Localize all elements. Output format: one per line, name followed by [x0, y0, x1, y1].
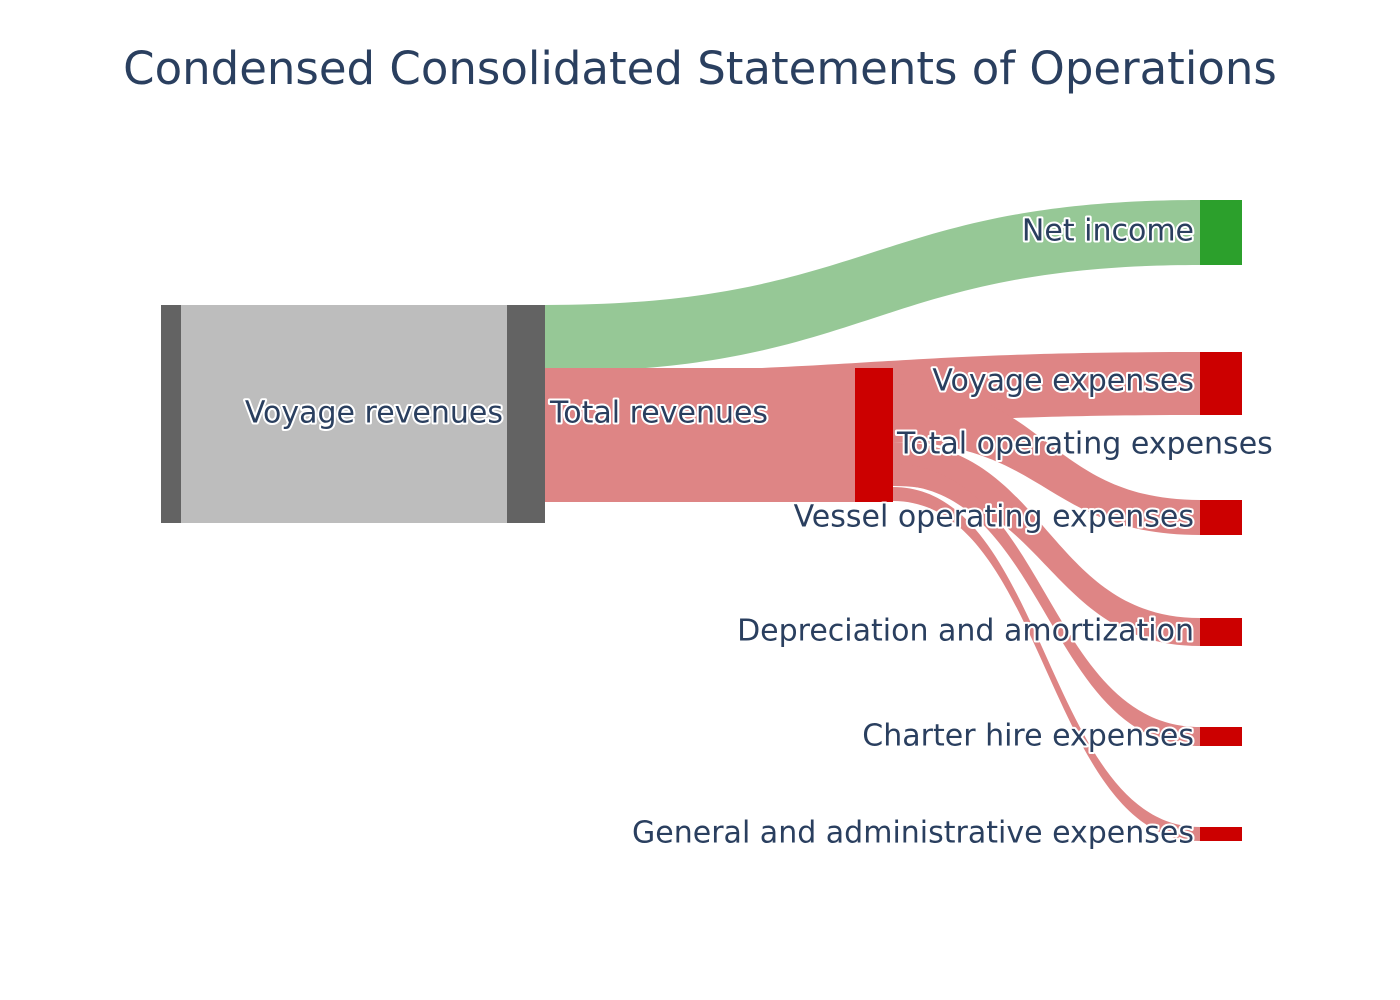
sankey-node-charter_hire_expenses[interactable] — [1200, 727, 1242, 746]
sankey-node-vessel_operating_expenses[interactable] — [1200, 500, 1242, 535]
sankey-node-label-total_operating_expenses: Total operating expenses — [896, 427, 1273, 462]
sankey-node-label-voyage_expenses: Voyage expenses — [932, 364, 1194, 399]
sankey-node-label-vessel_operating_expenses: Vessel operating expenses — [794, 500, 1194, 535]
sankey-node-net_income[interactable] — [1200, 200, 1242, 265]
sankey-node-total_operating_expenses[interactable] — [855, 368, 893, 502]
sankey-link-total_revenues-to-total_operating_expenses[interactable] — [545, 368, 855, 502]
sankey-node-label-voyage_revenues: Voyage revenues — [245, 396, 503, 431]
sankey-node-label-charter_hire_expenses: Charter hire expenses — [862, 719, 1194, 754]
sankey-link-voyage_revenues-to-total_revenues[interactable] — [181, 305, 507, 523]
sankey-node-label-depreciation_and_amortization: Depreciation and amortization — [737, 614, 1194, 649]
sankey-link-total_operating_expenses-to-vessel_operating_expenses[interactable] — [893, 384, 1200, 535]
sankey-node-label-general_and_administrative_expenses: General and administrative expenses — [632, 816, 1194, 851]
sankey-nodes-layer — [161, 200, 1242, 841]
page-title: Condensed Consolidated Statements of Ope… — [123, 42, 1277, 95]
sankey-link-total_revenues-to-net_income[interactable] — [545, 200, 1200, 372]
sankey-links-layer — [181, 200, 1200, 841]
sankey-link-total_operating_expenses-to-general_and_administrative_expenses[interactable] — [893, 487, 1200, 841]
sankey-node-voyage_revenues[interactable] — [161, 305, 181, 523]
sankey-node-general_and_administrative_expenses[interactable] — [1200, 827, 1242, 841]
sankey-node-label-total_revenues: Total revenues — [549, 396, 768, 431]
sankey-link-total_operating_expenses-to-charter_hire_expenses[interactable] — [893, 464, 1200, 746]
sankey-node-label-net_income: Net income — [1022, 214, 1194, 249]
sankey-labels-layer: Voyage revenues Total revenues Net income V… — [243, 212, 1275, 853]
sankey-node-depreciation_and_amortization[interactable] — [1200, 618, 1242, 646]
sankey-node-voyage_expenses[interactable] — [1200, 352, 1242, 415]
sankey-node-total_revenues[interactable] — [507, 305, 545, 523]
